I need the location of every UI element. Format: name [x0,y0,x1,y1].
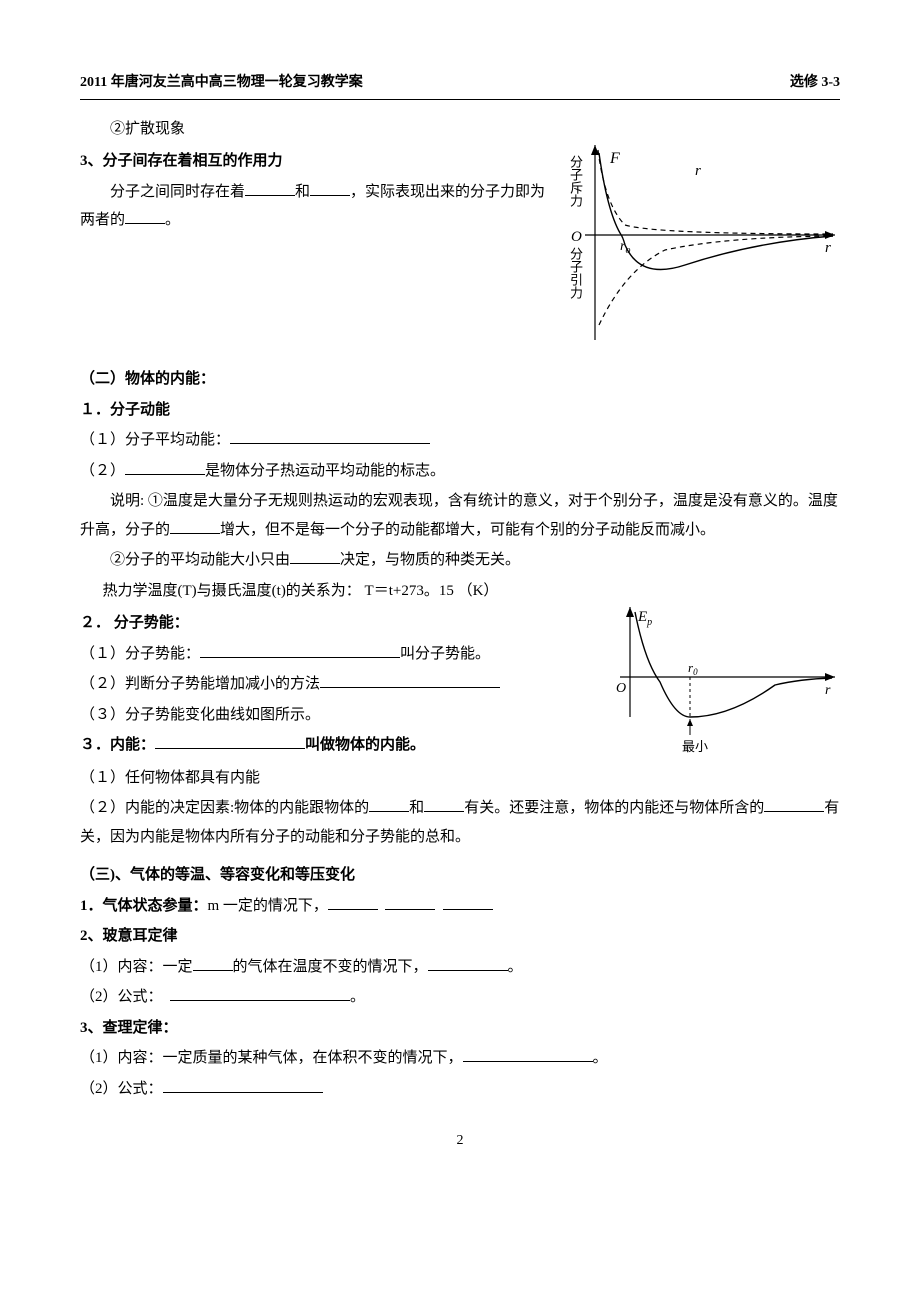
svg-text:r: r [695,163,701,179]
sec3-s1: 1．气体状态参量：m 一定的情况下， [80,892,840,921]
sec3-title: （三)、气体的等温、等容变化和等压变化 [80,861,840,890]
section-3-body: 分子之间同时存在着和，实际表现出来的分子力即为两者的。 [80,178,559,235]
sec2-s1-title: １．分子动能 [80,396,840,425]
figure-2: Ep O r0 r 最小 [610,607,840,760]
blank [320,673,500,688]
fig2-caption: 最小 [550,735,840,760]
figure-1: 分子斥力 分子引力 F ro r r O [569,145,840,340]
diffusion-line: ②扩散现象 [80,115,840,144]
sec2-s2-title: ２． 分子势能： [80,609,600,638]
blank [163,1078,323,1093]
page-header: 2011 年唐河友兰高中高三物理一轮复习教学案 选修 3-3 [80,70,840,100]
fig1-bot-label: 分子引力 [569,247,582,299]
blank [125,460,205,475]
blank [155,734,305,749]
sec2-s2-l2: （２）判断分子势能增加减小的方法 [80,670,600,699]
blank [125,209,165,224]
svg-text:r: r [825,240,831,256]
svg-text:r0: r0 [688,660,698,677]
sec2-s2-l1: （１）分子势能：叫分子势能。 [80,640,600,669]
sec3-s2-l2: （2）公式： 。 [80,983,840,1012]
sec2-s3-title: ３．内能：叫做物体的内能。 [80,731,600,760]
blank [463,1047,593,1062]
blank [764,797,824,812]
sec2-s1-temp: 热力学温度(T)与摄氏温度(t)的关系为： T＝t+273。15 （K） [80,577,840,606]
blank [170,519,220,534]
svg-text:r: r [825,683,831,698]
blank [193,956,233,971]
sec2-s3-l1: （１）任何物体都具有内能 [80,764,840,793]
sec2-s1-l2: （２）是物体分子热运动平均动能的标志。 [80,457,840,486]
section-3-title: 3、分子间存在着相互的作用力 [80,147,559,176]
sec3-s2-l1: （1）内容：一定的气体在温度不变的情况下，。 [80,953,840,982]
svg-text:F: F [609,150,620,167]
blank [230,429,430,444]
blank [290,549,340,564]
blank [310,181,350,196]
blank [328,895,378,910]
sec2-s1-expl2: ②分子的平均动能大小只由决定，与物质的种类无关。 [80,546,840,575]
blank [245,181,295,196]
sec2-title: （二）物体的内能： [80,365,840,394]
sec2-s1-expl1: 说明: ①温度是大量分子无规则热运动的宏观表现，含有统计的意义，对于个别分子，温… [80,487,840,544]
svg-text:ro: ro [620,239,630,256]
blank [369,797,409,812]
header-left: 2011 年唐河友兰高中高三物理一轮复习教学案 [80,70,363,97]
svg-text:O: O [616,681,626,696]
sec3-s3-title: 3、查理定律： [80,1014,840,1043]
blank [170,986,350,1001]
header-right: 选修 3-3 [790,70,840,97]
sec2-s2-l3: （３）分子势能变化曲线如图所示。 [80,701,600,730]
blank [200,643,400,658]
svg-text:Ep: Ep [637,609,652,628]
blank [385,895,435,910]
fig1-top-label: 分子斥力 [569,155,582,207]
force-curve-icon: F ro r r [585,145,840,340]
sec3-s3-l2: （2）公式： [80,1075,840,1104]
blank [443,895,493,910]
sec3-s3-l1: （1）内容：一定质量的某种气体，在体积不变的情况下，。 [80,1044,840,1073]
blank [424,797,464,812]
fig1-origin: O [571,223,582,252]
blank [428,956,508,971]
sec2-s3-l2: （２）内能的决定因素:物体的内能跟物体的和有关。还要注意，物体的内能还与物体所含… [80,794,840,851]
potential-curve-icon: Ep O r0 r [610,607,840,737]
sec2-s1-l1: （１）分子平均动能： [80,426,840,455]
sec3-s2-title: 2、玻意耳定律 [80,922,840,951]
page-number: 2 [80,1128,840,1155]
